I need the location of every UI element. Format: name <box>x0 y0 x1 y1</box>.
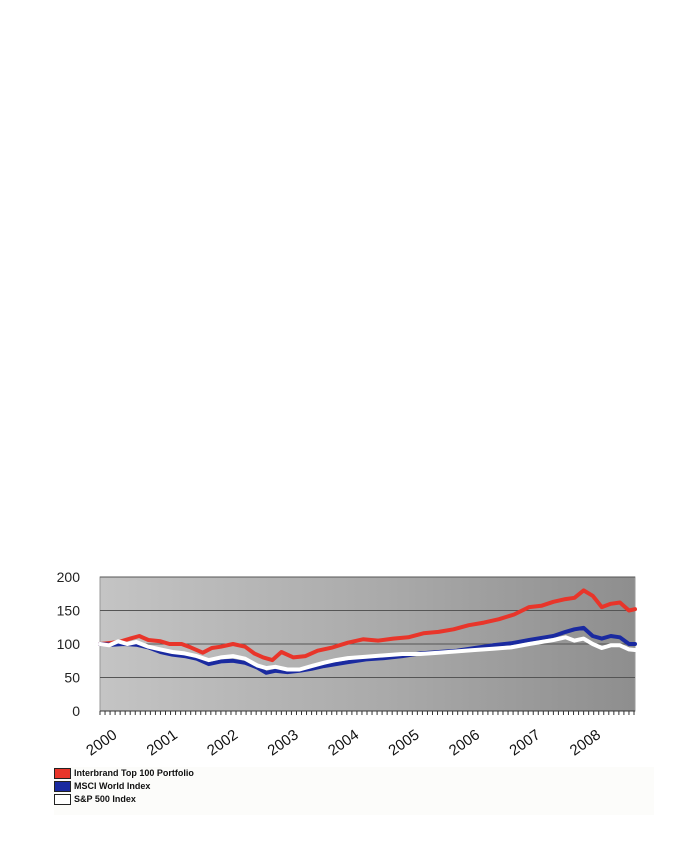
legend-item-sp500: S&P 500 Index <box>54 793 654 805</box>
y-tick-label: 50 <box>64 670 80 686</box>
series-lines <box>98 588 637 675</box>
legend-label: MSCI World Index <box>74 781 151 791</box>
x-tick-label: 2005 <box>385 726 422 759</box>
y-tick-label: 0 <box>72 703 80 719</box>
legend-label: Interbrand Top 100 Portfolio <box>74 768 194 778</box>
legend-swatch-interbrand <box>54 767 71 779</box>
legend-item-interbrand: Interbrand Top 100 Portfolio <box>54 767 654 779</box>
legend-swatch-sp500 <box>54 793 71 805</box>
x-tick-label: 2000 <box>83 726 120 759</box>
y-tick-label: 150 <box>57 603 81 619</box>
legend-swatch-msci <box>54 780 71 792</box>
y-tick-label: 100 <box>57 636 81 652</box>
legend-item-msci: MSCI World Index <box>54 780 654 792</box>
y-axis-ticks: 0 50 100 150 200 <box>57 569 81 719</box>
x-axis-minor-ticks <box>99 711 635 715</box>
x-tick-label: 2004 <box>325 726 362 759</box>
x-tick-label: 2001 <box>144 726 181 759</box>
y-tick-label: 200 <box>57 569 81 585</box>
x-axis-ticks: 2000 2001 2002 2003 2004 2005 2006 2007 2008 <box>83 726 604 759</box>
legend: Interbrand Top 100 Portfolio MSCI World … <box>54 767 654 815</box>
x-tick-label: 2006 <box>446 726 483 759</box>
series-line-1 <box>98 625 637 675</box>
x-tick-label: 2003 <box>265 726 302 759</box>
series-line-2 <box>98 635 637 672</box>
gridlines <box>100 576 635 678</box>
series-line-0 <box>98 588 637 663</box>
legend-label: S&P 500 Index <box>74 794 136 804</box>
x-tick-label: 2002 <box>204 726 241 759</box>
x-tick-label: 2008 <box>567 726 604 759</box>
x-tick-label: 2007 <box>506 726 543 759</box>
